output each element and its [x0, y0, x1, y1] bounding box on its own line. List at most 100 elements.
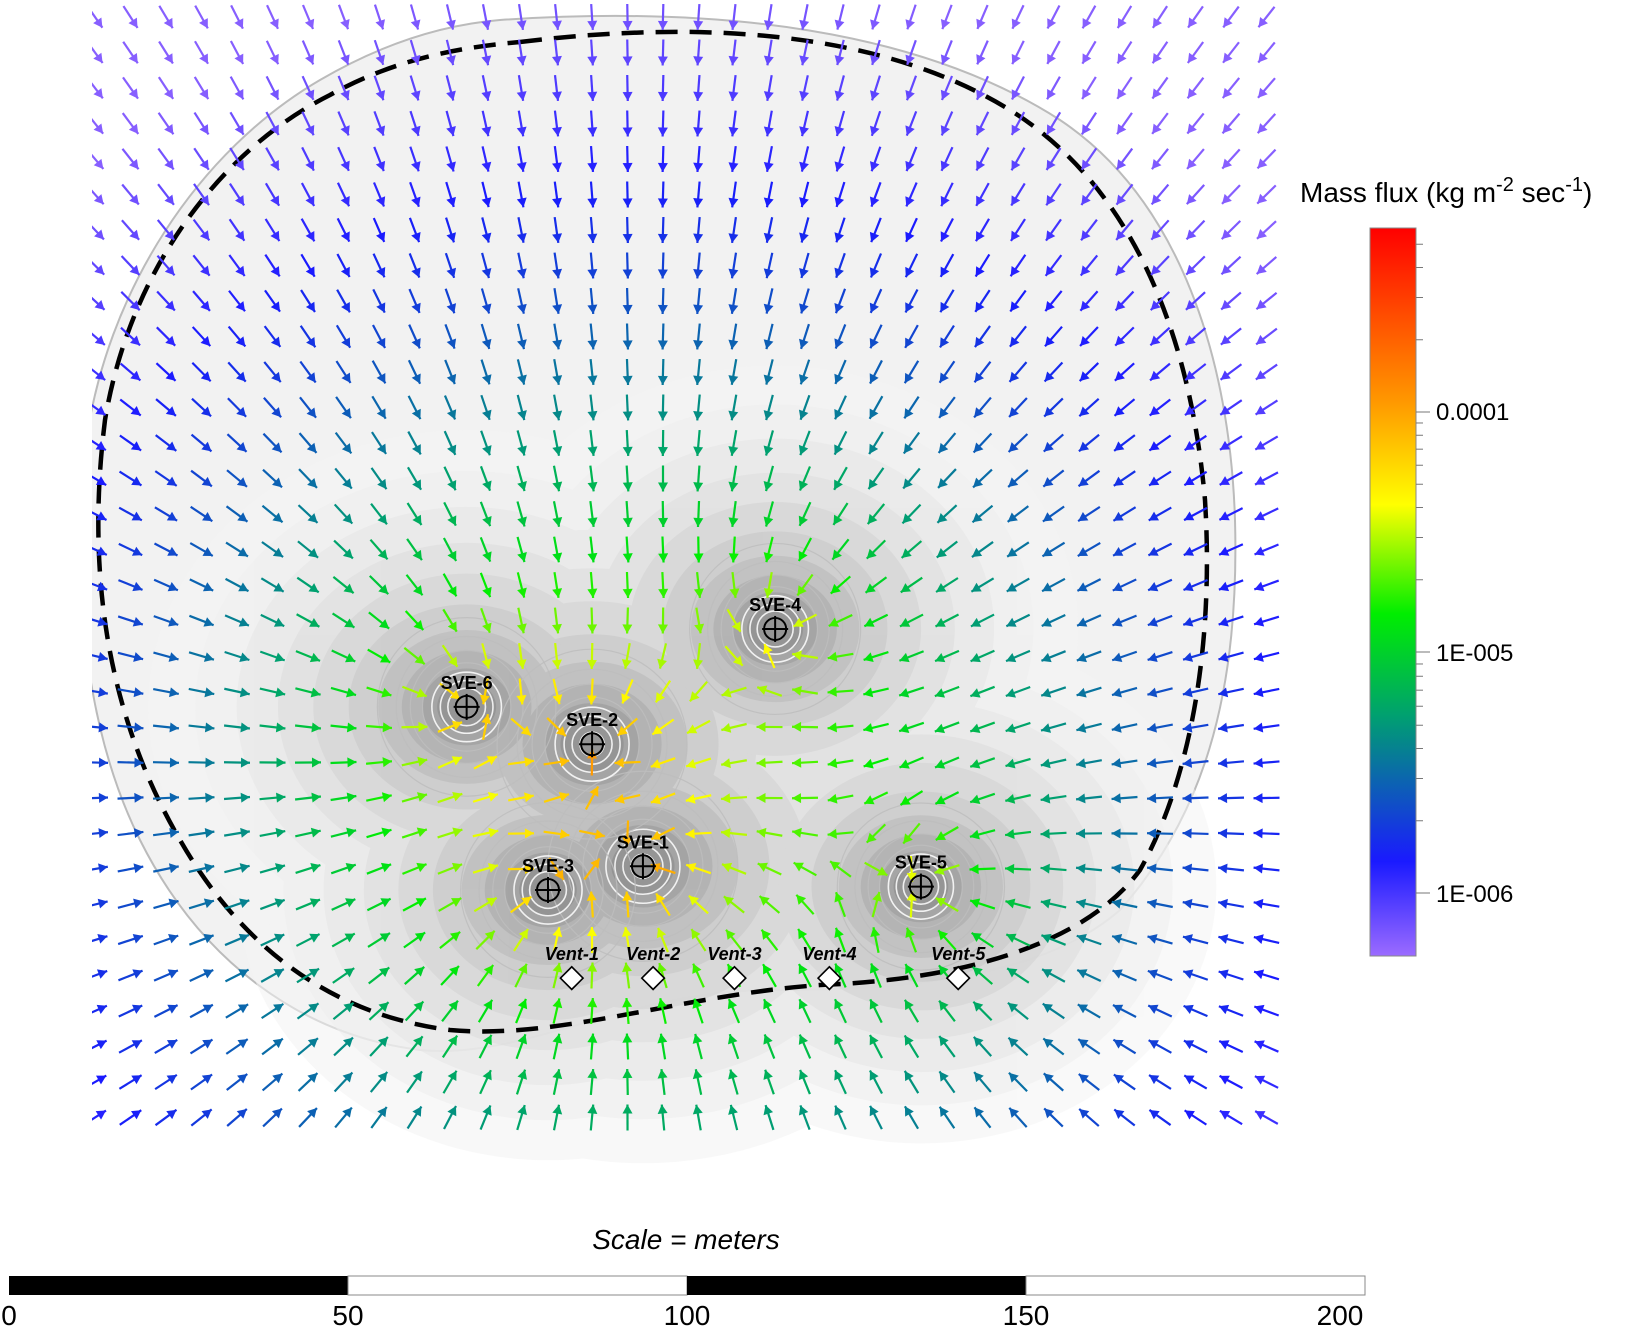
flux-vector-head [98, 863, 108, 873]
flux-vector [1254, 687, 1280, 697]
flux-vector [1255, 436, 1277, 449]
colorbar-title-main: Mass flux (kg m [1300, 177, 1496, 208]
flux-vector [1255, 472, 1278, 484]
flux-vector-head [1218, 793, 1227, 803]
flux-vector [1256, 293, 1276, 309]
flux-vector [1218, 934, 1243, 944]
flux-vector-head [1218, 758, 1227, 768]
flux-vector-head [1188, 17, 1197, 27]
flux-vector [190, 1005, 213, 1018]
flux-vector-head [1256, 335, 1266, 344]
well-label: SVE-2 [566, 710, 618, 730]
flux-vector [1152, 149, 1168, 169]
scale-bar: Scale = meters 0 50 100 150 200 [1, 1224, 1365, 1327]
colorbar-title-end: ) [1583, 177, 1592, 208]
flux-vector [87, 78, 103, 99]
flux-vector [1258, 42, 1275, 62]
flux-vector [158, 148, 173, 169]
flux-vector [1079, 1109, 1099, 1126]
scale-tick-0: 0 [1, 1300, 17, 1327]
flux-vector-head [1254, 758, 1263, 768]
flux-vector-head [835, 20, 845, 30]
flux-vector [335, 1108, 352, 1128]
flux-vector [119, 1075, 141, 1089]
flux-vector [1153, 6, 1167, 28]
flux-vector [122, 185, 139, 205]
scale-segment-100-150 [687, 1276, 1026, 1295]
flux-vector-head [129, 124, 138, 134]
scale-tick-100: 100 [664, 1300, 711, 1327]
flux-vector [1258, 7, 1274, 27]
flux-vector [375, 5, 385, 30]
flux-vector [154, 1005, 177, 1017]
colorbar-gradient [1370, 228, 1416, 956]
flux-vector [82, 793, 108, 803]
flux-vector [122, 149, 138, 169]
flux-vector [1118, 42, 1132, 64]
flux-vector [155, 1075, 177, 1089]
flux-vector [1254, 1005, 1278, 1016]
flux-vector [1257, 257, 1277, 274]
flux-vector [83, 934, 108, 944]
flux-vector-head [1218, 899, 1228, 909]
flux-vector [195, 6, 208, 29]
flux-vector [1222, 221, 1241, 239]
flux-vector [1220, 1111, 1242, 1124]
flux-vector-head [97, 934, 107, 944]
flux-vector [1221, 257, 1240, 275]
flux-vector-head [1218, 828, 1227, 838]
flux-vector [195, 113, 209, 135]
flux-vector [303, 41, 314, 65]
flux-vector [118, 899, 143, 909]
flux-vector [339, 5, 350, 29]
flux-vector-head [1254, 793, 1263, 803]
flux-vector [1254, 758, 1280, 768]
flux-vector [123, 113, 139, 134]
flux-vector [1254, 934, 1279, 944]
flux-vector [1012, 41, 1024, 64]
flux-vector [159, 41, 173, 63]
flux-vector [1221, 328, 1241, 344]
flux-vector [191, 1040, 213, 1054]
flux-vector [1256, 365, 1277, 380]
flux-vector [88, 6, 103, 27]
flux-vector-head [93, 17, 102, 27]
scale-segment-150-200 [1026, 1276, 1365, 1295]
flux-vector [119, 1005, 143, 1017]
flux-vector [226, 1039, 247, 1054]
flux-vector [1255, 1111, 1278, 1124]
flux-vector [82, 758, 108, 768]
flux-vector-head [164, 159, 173, 169]
flux-vector [1256, 329, 1277, 345]
flux-vector [262, 1039, 283, 1055]
scale-tick-200: 200 [1317, 1300, 1364, 1327]
flux-vector [86, 185, 103, 204]
pressure-shading [80, 16, 1235, 1163]
flux-vector [231, 41, 243, 64]
flux-vector [1255, 508, 1278, 520]
flux-vector [1186, 256, 1205, 274]
flux-vector [87, 42, 102, 63]
flux-vector-head [1223, 17, 1232, 27]
colorbar-title: Mass flux (kg m-2 sec-1) [1300, 174, 1592, 208]
well-label: SVE-5 [895, 853, 947, 873]
flux-vector [1188, 78, 1204, 99]
colorbar-title-exp1: -2 [1496, 174, 1514, 196]
flux-vector [976, 41, 987, 65]
flux-vector [1254, 864, 1280, 874]
flux-vector [1255, 1040, 1279, 1051]
flux-vector [1187, 149, 1204, 169]
flux-vector-head [1256, 370, 1266, 379]
flux-vector [118, 969, 142, 980]
flux-vector [195, 77, 209, 99]
flux-vector [231, 5, 243, 28]
flux-vector [1223, 7, 1239, 28]
flux-vector [1222, 185, 1240, 204]
flux-vector [1256, 400, 1278, 414]
flux-vector [87, 113, 103, 133]
flux-vector-head [93, 53, 102, 63]
flux-vector [267, 5, 279, 29]
flux-vector [1220, 1076, 1243, 1088]
flux-vector-head [1218, 934, 1228, 944]
flux-vector [123, 42, 138, 64]
